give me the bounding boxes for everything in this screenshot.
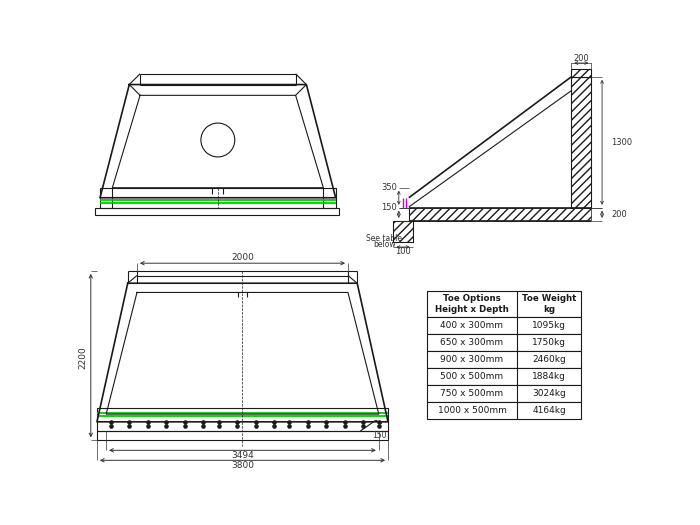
Bar [426,334,580,351]
Text: 100: 100 [395,247,411,256]
Text: 350: 350 [382,183,398,192]
Text: See table: See table [366,234,402,243]
Bar [426,368,580,385]
Bar [426,317,580,334]
Text: 500 x 500mm: 500 x 500mm [440,372,503,381]
Text: 650 x 300mm: 650 x 300mm [440,338,503,347]
Bar [97,431,388,440]
Text: 900 x 300mm: 900 x 300mm [440,355,503,364]
Text: 150: 150 [372,431,387,440]
Text: 3024kg: 3024kg [532,389,566,398]
Text: 1750kg: 1750kg [532,338,566,347]
Text: 1095kg: 1095kg [532,321,566,330]
Bar [100,188,336,208]
Bar [571,77,592,208]
Bar [426,385,580,402]
Text: Toe Weight
kg: Toe Weight kg [522,295,576,314]
Bar [571,77,592,208]
Text: Toe Options
Height x Depth: Toe Options Height x Depth [435,295,509,314]
Bar [393,221,413,243]
Bar [426,351,580,368]
Text: 200: 200 [611,210,627,219]
Text: 3800: 3800 [231,461,254,470]
Bar [409,208,592,221]
Bar [97,408,388,431]
Text: 1300: 1300 [611,138,632,147]
Bar [426,402,580,419]
Text: 2000: 2000 [231,253,254,262]
Text: 400 x 300mm: 400 x 300mm [440,321,503,330]
Bar [571,69,592,77]
Text: 750 x 500mm: 750 x 500mm [440,389,503,398]
Text: 3494: 3494 [231,451,254,460]
Bar [393,221,413,243]
Bar [426,291,580,317]
Text: 1884kg: 1884kg [532,372,566,381]
Bar [571,69,592,77]
Text: 150: 150 [382,203,398,212]
Bar [95,208,339,215]
Text: below: below [373,240,395,249]
Text: 200: 200 [573,54,589,63]
Text: 2460kg: 2460kg [532,355,566,364]
Text: 4164kg: 4164kg [532,406,566,415]
Text: 2200: 2200 [78,346,88,369]
Text: 1000 x 500mm: 1000 x 500mm [438,406,506,415]
